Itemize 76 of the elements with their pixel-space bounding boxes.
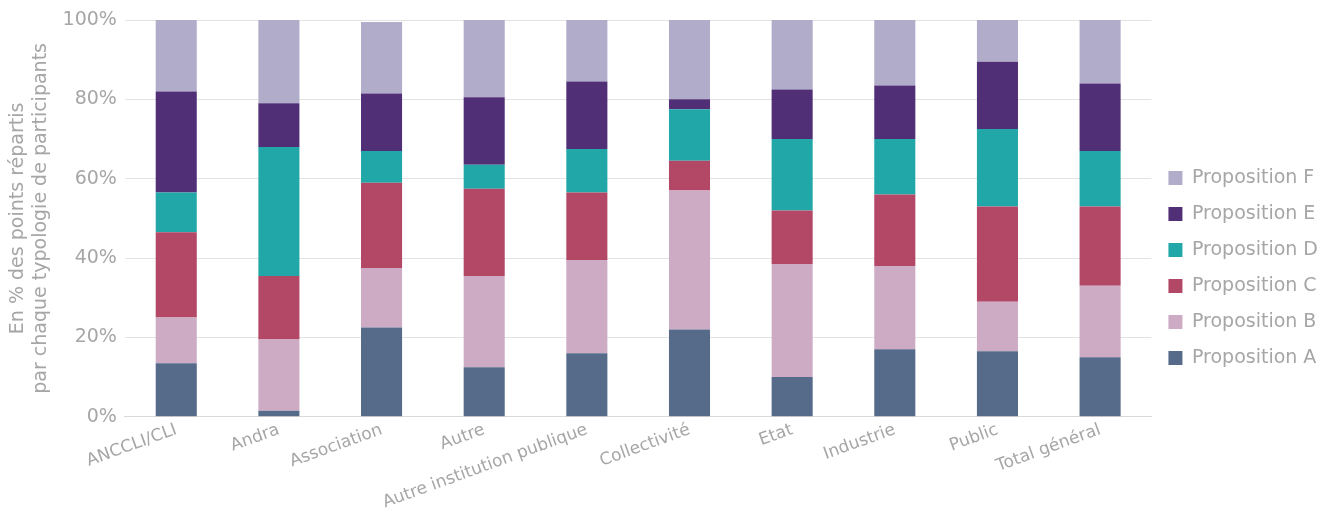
legend-label: Proposition C <box>1191 272 1317 295</box>
bar <box>566 192 608 261</box>
legend-label: Proposition B <box>1191 308 1317 331</box>
bar <box>976 351 1018 417</box>
bar <box>258 20 300 104</box>
bar <box>361 150 403 183</box>
bar <box>566 353 608 417</box>
bar <box>771 264 813 378</box>
legend-label: Proposition F <box>1191 164 1315 187</box>
bar <box>566 81 608 149</box>
bar <box>976 20 1018 62</box>
bar <box>258 339 300 411</box>
bar <box>566 20 608 82</box>
bar <box>1079 150 1121 207</box>
bar <box>1079 83 1121 151</box>
bar <box>668 20 711 100</box>
bar <box>463 164 505 189</box>
bar <box>155 20 197 92</box>
bar <box>976 61 1018 130</box>
bar <box>976 129 1018 207</box>
bar <box>874 139 916 195</box>
bar <box>1079 206 1121 286</box>
bar <box>155 232 197 318</box>
bar <box>155 363 197 417</box>
legend-label: Proposition E <box>1191 200 1316 223</box>
bar <box>258 410 300 417</box>
bar <box>361 182 403 268</box>
x-tick-label: Etat <box>755 418 796 450</box>
bar <box>361 93 403 151</box>
bar <box>566 260 608 354</box>
bar <box>771 210 813 265</box>
bar <box>668 109 711 161</box>
bar <box>361 21 403 94</box>
bar <box>874 349 916 417</box>
bar <box>668 329 711 417</box>
bar <box>155 192 197 233</box>
bar <box>258 103 300 147</box>
bar <box>463 188 505 276</box>
x-tick-label: Andra <box>227 418 282 455</box>
bar <box>668 160 711 191</box>
y-tick-label: 40% <box>74 245 117 267</box>
bar <box>771 89 813 140</box>
y-axis-title: En % des points répartis par chaque typologie de participants <box>5 43 51 394</box>
bar <box>874 20 916 86</box>
legend-label: Proposition D <box>1191 236 1319 259</box>
bar <box>155 317 197 364</box>
y-tick-label: 0% <box>86 403 117 426</box>
bar <box>874 194 916 266</box>
bar <box>463 97 505 165</box>
y-tick-label: 20% <box>74 324 117 347</box>
bar <box>258 275 300 340</box>
bar <box>463 275 505 368</box>
bar <box>463 367 505 417</box>
bar <box>874 266 916 350</box>
bar <box>668 99 711 110</box>
bar <box>1079 20 1121 84</box>
bar <box>361 267 403 328</box>
bar <box>771 20 813 90</box>
y-tick-label: 100% <box>62 6 117 29</box>
y-tick-label: 60% <box>74 165 117 188</box>
bar <box>361 327 403 417</box>
x-tick-label: Autre <box>436 418 488 454</box>
bar <box>668 190 711 330</box>
bar <box>155 91 197 193</box>
y-tick-label: 80% <box>74 86 117 109</box>
legend-label: Proposition A <box>1191 344 1317 367</box>
bar <box>976 301 1018 352</box>
bar <box>771 377 813 417</box>
bar <box>874 85 916 140</box>
bar <box>1079 357 1121 417</box>
bar <box>463 20 505 98</box>
bar <box>771 139 813 211</box>
bar <box>258 146 300 276</box>
bar <box>1079 285 1121 358</box>
bar <box>566 148 608 193</box>
bar <box>976 206 1018 302</box>
